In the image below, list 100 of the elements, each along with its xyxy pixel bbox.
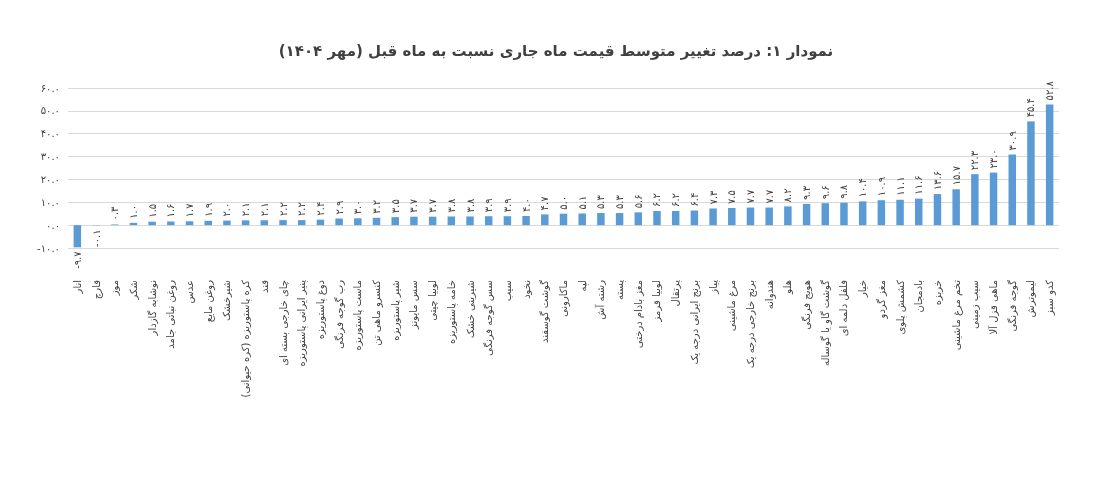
bar	[223, 220, 231, 226]
x-tick-label: گوشت گوسفند	[539, 279, 551, 343]
data-label: ۹.۶	[819, 185, 831, 200]
bar	[821, 203, 830, 226]
y-tick-label: ۱۰.۰	[40, 196, 60, 208]
x-tick-label: نوشابه گازدار	[146, 280, 158, 337]
bar	[765, 207, 773, 226]
bar	[167, 221, 175, 226]
data-label: ۳.۹	[483, 198, 495, 213]
x-tick-label: سیب	[501, 280, 513, 302]
data-label: ۵.۳	[614, 194, 626, 210]
data-label: ۲.۰	[221, 202, 233, 217]
chart-title: نمودار ۱: درصد تغییر متوسط قیمت ماه جاری نسبت به ماه قبل (مهر ۱۴۰۴)	[278, 41, 834, 60]
data-label: ۱.۵	[146, 203, 158, 218]
data-label: ۱۵.۷	[950, 165, 962, 186]
bar	[989, 172, 998, 226]
data-label: ۵۲.۸	[1044, 80, 1056, 101]
x-tick-label: بادمجان	[913, 280, 925, 313]
data-label: ۱.۶	[165, 203, 177, 218]
data-label: ۱۰.۹	[875, 176, 887, 197]
data-label: ۳.۷	[427, 198, 439, 213]
x-tick-label: انار	[71, 280, 83, 295]
x-tick-label: شیرینی خشک	[464, 280, 476, 339]
data-label: ۳.۹	[501, 198, 513, 213]
bar	[597, 213, 605, 226]
data-label: ۲۲.۳	[969, 150, 981, 171]
data-label: ۴.۰	[520, 198, 532, 212]
data-label: ۲.۲	[277, 202, 289, 217]
x-tick-label: سیب زمینی	[969, 280, 981, 329]
x-tick-label: گوجه فرنگی	[1006, 279, 1018, 332]
data-label: ۶.۴	[688, 192, 700, 207]
bar	[690, 210, 699, 226]
data-label: ۲.۱	[258, 202, 270, 217]
data-label: ۲.۹	[333, 200, 345, 215]
x-tick-label: عدس	[184, 280, 196, 304]
bar	[915, 198, 923, 226]
x-tick-label: هلو	[782, 280, 794, 295]
data-label: ۵.۱	[576, 195, 588, 210]
bar	[933, 194, 942, 226]
x-tick-label: کدو سبز	[1044, 279, 1057, 316]
data-label: ۴۵.۴	[1025, 98, 1037, 118]
x-tick-label: شیر پاستوریزه	[389, 280, 402, 341]
bar	[335, 218, 343, 226]
bar	[1008, 154, 1016, 226]
bar	[522, 216, 530, 226]
data-label: -۰.۱	[90, 229, 102, 247]
x-tick-label: ماست پاستوریزه	[352, 280, 365, 351]
bar	[503, 216, 512, 226]
x-tick-label: روغن مایع	[202, 279, 215, 323]
data-label: ۲.۱	[240, 202, 252, 217]
data-label: ۳.۸	[445, 197, 457, 213]
bar	[746, 207, 755, 226]
data-label: ۹.۳	[801, 185, 813, 200]
data-label: ۵.۶	[632, 194, 644, 209]
data-label: ۱۰.۴	[857, 178, 869, 198]
x-tick-label: مرغ ماشینی	[726, 280, 739, 332]
x-tick-label: پنیر ایرانی پاستوریزه	[296, 279, 309, 367]
x-tick-label: خامه پاستوریزه	[445, 280, 458, 344]
y-tick-label: ۳۰.۰	[40, 151, 60, 163]
x-tick-label: قارچ	[90, 279, 103, 300]
bar	[1045, 104, 1054, 226]
data-label: ۶.۲	[670, 193, 682, 207]
x-tick-label: کره پاستوریزه (کره حیوانی)	[240, 279, 253, 398]
data-label: ۱۱.۱	[894, 176, 906, 196]
data-label: ۳۰.۹	[1006, 131, 1018, 151]
x-tick-label: لوبیا قرمز	[651, 280, 663, 323]
data-label: ۱۱.۶	[913, 175, 925, 195]
x-tick-label: رشته آش	[594, 279, 607, 320]
x-tick-label: رب گوجه فرنگی	[333, 279, 345, 350]
data-label: ۰.۳	[109, 205, 121, 221]
data-label: ۳.۰	[352, 200, 364, 215]
x-tick-label: چای خارجی بسته ای	[277, 280, 289, 366]
bar	[354, 218, 362, 226]
x-tick-label: ماهی قزل آلا	[987, 280, 1000, 335]
data-label: ۱۳.۶	[931, 170, 943, 191]
x-tick-label: دوغ پاستوریزه	[314, 280, 327, 340]
bar	[615, 213, 624, 226]
bar	[484, 216, 493, 226]
data-label: ۳.۷	[408, 198, 420, 213]
x-tick-label: هویج فرنگی	[801, 280, 814, 330]
x-tick-label: پسته	[614, 279, 627, 301]
bar	[260, 220, 269, 226]
y-tick-label: ۴۰.۰	[40, 128, 60, 140]
bar	[728, 208, 736, 226]
x-tick-label: پرتقال	[670, 279, 683, 307]
y-tick-label: ۵۰.۰	[40, 105, 60, 117]
x-tick-label: کنسرو ماهی تن	[371, 279, 384, 346]
bar	[971, 174, 979, 226]
x-tick-label: سس مایونز	[408, 280, 420, 330]
data-label: ۶.۲	[651, 193, 663, 207]
bar	[653, 210, 661, 226]
data-label: -۹.۷	[71, 250, 83, 269]
bar	[784, 206, 792, 226]
data-label: ۷.۷	[763, 188, 775, 204]
data-label: ۳.۲	[371, 199, 383, 214]
x-tick-label: پیاز	[707, 279, 720, 295]
x-tick-label: خربزه	[931, 280, 943, 306]
x-tick-label: گوشت گاو یا گوساله	[819, 279, 832, 366]
data-label: ۷.۵	[726, 190, 738, 204]
bar	[279, 220, 287, 226]
